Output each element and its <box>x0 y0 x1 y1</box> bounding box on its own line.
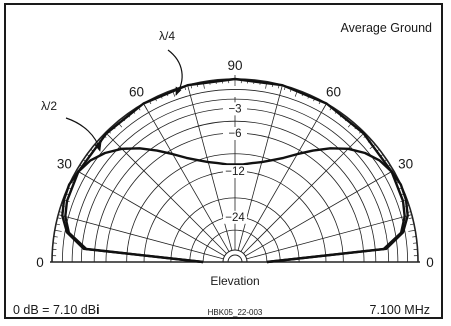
grid-ring <box>61 89 409 263</box>
grid-tick <box>53 236 58 238</box>
pattern-curves <box>61 49 409 264</box>
pattern-curve-half-wave <box>61 147 409 264</box>
x-axis-label: Elevation <box>210 274 259 288</box>
pattern-curve-quarter-wave <box>64 77 406 264</box>
grid-tick <box>408 229 416 232</box>
angle-label: 30 <box>57 157 72 172</box>
angle-label: 60 <box>326 84 341 99</box>
grid-spoke <box>243 132 365 254</box>
series-label-half-wave: λ/2 <box>41 99 57 113</box>
angle-label: 30 <box>398 157 413 172</box>
grid-tick <box>54 229 62 232</box>
ring-label-bg <box>223 210 247 224</box>
grid-spoke <box>246 214 412 260</box>
grid-tick <box>55 223 60 226</box>
angle-label: 0 <box>426 255 434 270</box>
ring-label: −12 <box>225 166 245 178</box>
grid-spoke <box>105 132 227 254</box>
ring-label-bg <box>223 102 247 116</box>
figure-frame <box>4 3 443 319</box>
grid-spoke <box>143 103 230 252</box>
grid-spoke <box>240 103 327 252</box>
reference-db-label: 0 dB = 7.10 dBi <box>13 303 100 317</box>
angle-label: 0 <box>36 255 44 270</box>
grid-tick <box>410 223 415 226</box>
polar-grid <box>50 75 420 263</box>
ring-label: −6 <box>228 128 241 140</box>
ring-label: −24 <box>225 212 245 224</box>
leader-arrow-quarter-wave <box>175 86 182 96</box>
figure-id-label: HBK05_22-003 <box>208 308 263 317</box>
frequency-label: 7.100 MHz <box>370 303 430 317</box>
angle-label: 90 <box>227 58 242 73</box>
chart-labels: Average Ground Elevation 0 dB = 7.10 dBi… <box>13 21 434 317</box>
leader-arrow-half-wave <box>94 142 102 152</box>
grid-ring <box>227 254 243 263</box>
angle-label: 60 <box>129 84 144 99</box>
grid-ring <box>222 249 248 263</box>
grid-tick <box>408 217 413 220</box>
ring-label-bg <box>223 126 247 140</box>
grid-spoke <box>76 170 225 257</box>
ring-label: −3 <box>228 103 241 115</box>
series-label-quarter-wave: λ/4 <box>159 29 175 43</box>
annotation-average-ground: Average Ground <box>341 21 433 35</box>
grid-tick <box>412 236 417 238</box>
grid-spoke <box>245 170 394 257</box>
grid-spoke <box>58 214 224 260</box>
ring-label-bg <box>223 165 247 179</box>
grid-tick <box>57 217 62 220</box>
